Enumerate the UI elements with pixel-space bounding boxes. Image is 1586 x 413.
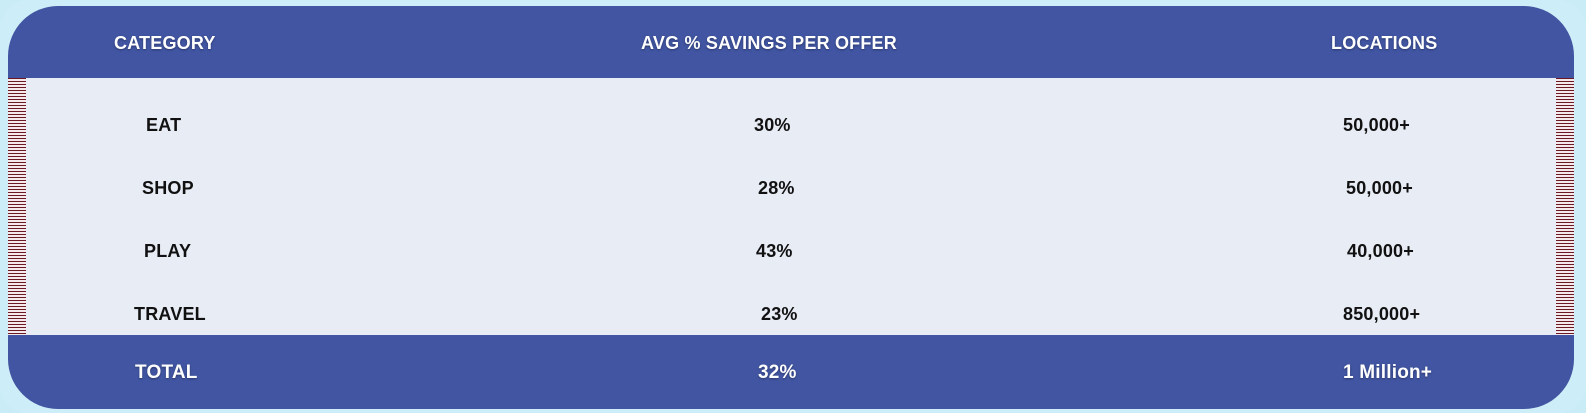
- row-savings: 30%: [754, 115, 791, 135]
- total-savings: 32%: [758, 362, 797, 383]
- row-category: EAT: [146, 115, 182, 135]
- row-category: PLAY: [144, 241, 192, 261]
- header-locations: LOCATIONS: [1331, 33, 1438, 53]
- row-savings: 43%: [756, 241, 793, 261]
- right-stripe-decoration: [1556, 78, 1574, 340]
- table-row: EAT 30% 50,000+: [8, 94, 1574, 156]
- table-row: TRAVEL 23% 850,000+: [8, 283, 1574, 345]
- left-stripe-decoration: [8, 78, 26, 340]
- total-locations: 1 Million+: [1343, 362, 1433, 383]
- total-category: TOTAL: [135, 362, 198, 383]
- header-savings: AVG % SAVINGS PER OFFER: [641, 33, 897, 53]
- row-locations: 40,000+: [1347, 241, 1414, 261]
- row-locations: 50,000+: [1343, 115, 1410, 135]
- row-category: SHOP: [142, 178, 194, 198]
- savings-table: CATEGORY AVG % SAVINGS PER OFFER LOCATIO…: [8, 6, 1574, 409]
- table-row: PLAY 43% 40,000+: [8, 220, 1574, 282]
- row-savings: 23%: [761, 304, 798, 324]
- row-savings: 28%: [758, 178, 795, 198]
- header-category: CATEGORY: [114, 33, 216, 53]
- row-locations: 50,000+: [1346, 178, 1413, 198]
- table-row: SHOP 28% 50,000+: [8, 157, 1574, 219]
- row-category: TRAVEL: [134, 304, 206, 324]
- table-total-row: TOTAL 32% 1 Million+: [8, 335, 1574, 409]
- table-header: CATEGORY AVG % SAVINGS PER OFFER LOCATIO…: [8, 6, 1574, 78]
- row-locations: 850,000+: [1343, 304, 1421, 324]
